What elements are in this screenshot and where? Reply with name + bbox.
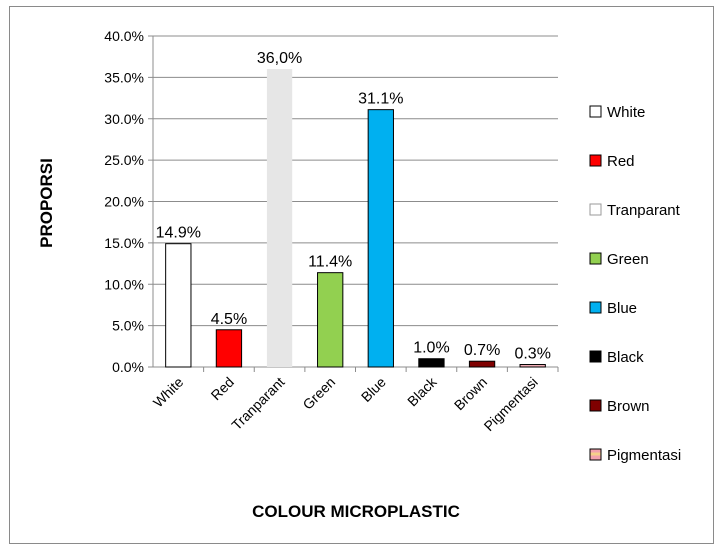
y-tick-label: 10.0% — [104, 276, 144, 292]
y-tick-label: 40.0% — [104, 28, 144, 44]
x-tick-label: Black — [404, 373, 440, 409]
x-tick-label: Pigmentasi — [481, 374, 541, 434]
y-axis-title: PROPORSI — [37, 158, 56, 248]
legend-label: Black — [607, 349, 644, 366]
legend-swatch — [589, 154, 602, 167]
legend: White Red Tranparant Green Blue Black Brown Pig… — [589, 104, 681, 464]
y-tick-label: 0.0% — [112, 359, 144, 375]
legend-label: Brown — [607, 398, 650, 415]
legend-item-pigmentasi: Pigmentasi — [589, 447, 681, 464]
data-label: 4.5% — [211, 311, 247, 328]
legend-label: Green — [607, 251, 649, 268]
bar-tranparant — [266, 69, 293, 367]
data-label: 11.4% — [308, 254, 352, 271]
bar-pigmentasi — [519, 364, 546, 368]
legend-item-white: White — [589, 104, 645, 121]
legend-label: Pigmentasi — [607, 447, 681, 464]
x-tick-label: Brown — [451, 374, 490, 413]
bars — [165, 69, 546, 368]
bar-brown — [468, 360, 496, 368]
legend-label: White — [607, 104, 645, 121]
legend-item-blue: Blue — [589, 300, 637, 317]
y-tick-label: 5.0% — [112, 318, 144, 334]
bar-green — [317, 272, 344, 368]
bar-red — [215, 329, 243, 368]
legend-swatch — [589, 301, 602, 314]
legend-swatch — [589, 105, 602, 118]
bar-blue — [367, 109, 394, 368]
bar-black — [418, 358, 445, 368]
data-label: 31.1% — [358, 91, 403, 108]
y-tick-label: 20.0% — [104, 194, 144, 210]
x-tick-label: White — [150, 374, 187, 411]
legend-swatch — [589, 203, 602, 216]
x-tick-label: Blue — [358, 374, 389, 405]
y-tick-label: 35.0% — [104, 69, 144, 85]
x-tick-label: Red — [208, 374, 237, 403]
data-label: 1.0% — [413, 340, 449, 357]
bar-white — [165, 243, 192, 368]
x-axis-title: COLOUR MICROPLASTIC — [252, 502, 460, 521]
x-tick-label: Green — [299, 374, 338, 413]
legend-item-black: Black — [589, 349, 644, 366]
legend-item-tranparant: Tranparant — [589, 202, 681, 219]
data-label: 0.7% — [464, 342, 500, 359]
gridlines — [148, 35, 559, 372]
legend-label: Red — [607, 153, 635, 170]
legend-label: Tranparant — [607, 202, 681, 219]
y-tick-label: 30.0% — [104, 111, 144, 127]
data-labels: 14.9% 4.5% 36,0% 11.4% 31.1% 1.0% 0.7% 0.3% — [156, 50, 551, 362]
data-label: 14.9% — [156, 225, 201, 242]
legend-swatch — [589, 399, 602, 412]
legend-swatch-band — [590, 452, 601, 456]
y-tick-label: 25.0% — [104, 152, 144, 168]
y-tick-labels: 0.0% 5.0% 10.0% 15.0% 20.0% 25.0% 30.0% 35.0% 40… — [104, 28, 144, 375]
legend-item-red: Red — [589, 153, 635, 170]
y-tick-label: 15.0% — [104, 235, 144, 251]
data-label: 36,0% — [257, 50, 302, 67]
legend-swatch — [589, 350, 602, 363]
legend-item-green: Green — [589, 251, 649, 268]
legend-label: Blue — [607, 300, 637, 317]
legend-swatch — [589, 252, 602, 265]
legend-item-brown: Brown — [589, 398, 650, 415]
data-label: 0.3% — [514, 346, 550, 363]
x-tick-label: Tranparant — [228, 374, 287, 433]
